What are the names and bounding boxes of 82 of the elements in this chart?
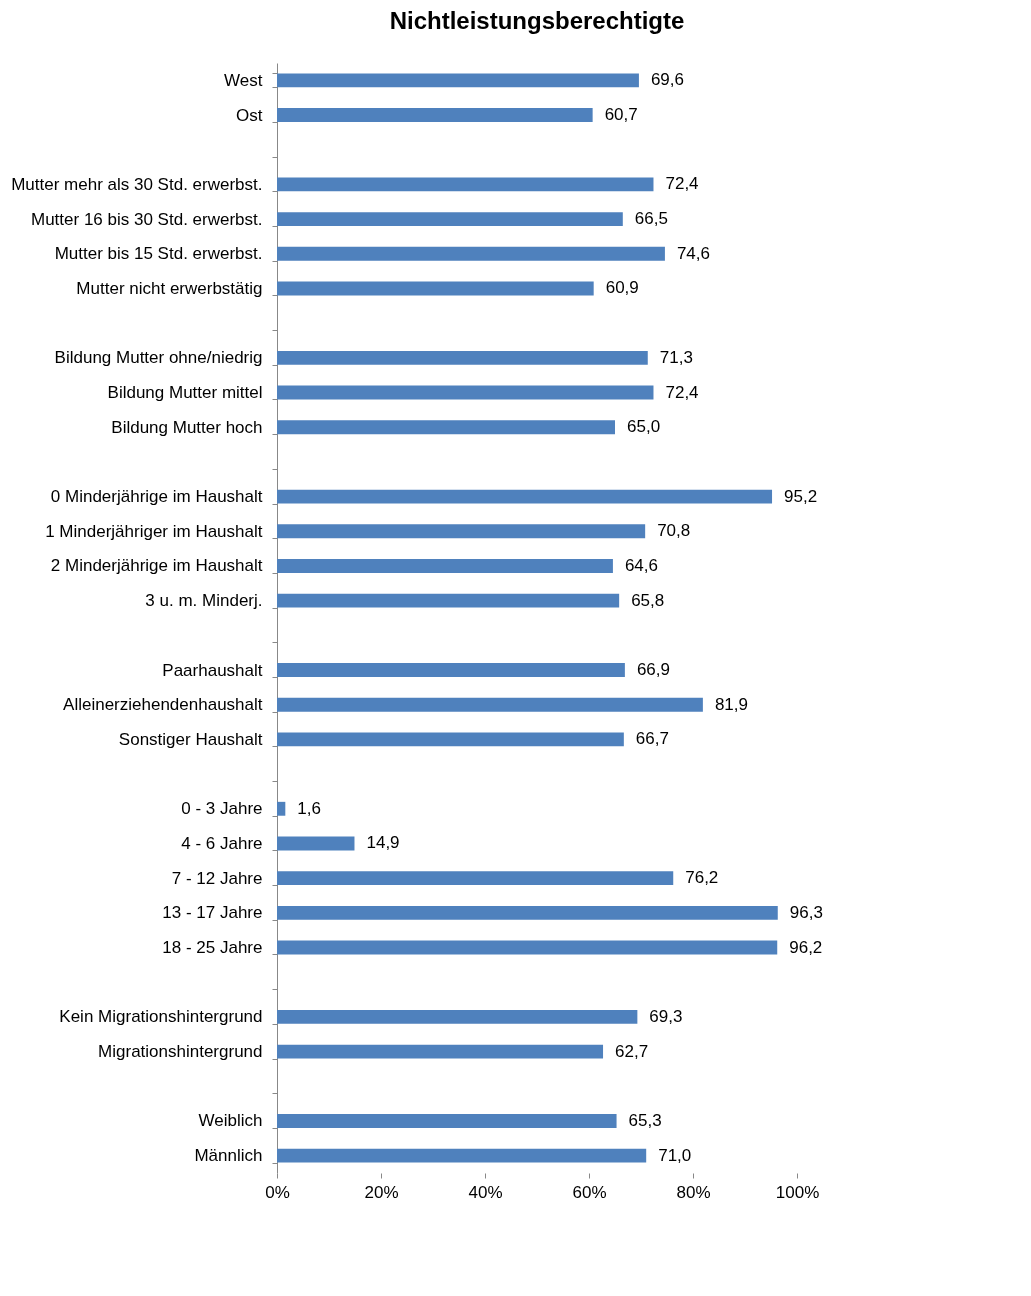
data-label: 70,8 — [657, 521, 691, 541]
x-tick-label: 0% — [265, 1182, 290, 1202]
x-tick-label: 40% — [468, 1182, 503, 1202]
data-label: 66,5 — [634, 209, 668, 229]
data-label: 76,2 — [685, 868, 719, 888]
bar — [277, 559, 613, 573]
bar — [277, 108, 593, 122]
x-tick-label: 80% — [676, 1182, 711, 1202]
bar — [277, 1009, 638, 1024]
x-tick-label: 60% — [572, 1182, 607, 1202]
y-tick-label: 18 - 25 Jahre — [162, 938, 263, 958]
bar — [277, 1148, 647, 1163]
data-label: 66,9 — [636, 660, 670, 680]
y-tick-label: 3 u. m. Minderj. — [145, 591, 263, 611]
data-label: 1,6 — [297, 798, 321, 818]
data-label: 72,4 — [665, 382, 699, 402]
data-label: 81,9 — [714, 694, 748, 714]
bar — [277, 212, 623, 227]
bar — [277, 177, 654, 192]
chart-title: Nichtleistungsberechtigte — [389, 7, 685, 34]
bar — [277, 73, 639, 88]
bar — [277, 836, 355, 851]
y-tick-label: Bildung Mutter hoch — [111, 417, 263, 437]
bar — [277, 871, 674, 886]
bar — [277, 801, 286, 816]
y-tick-label: West — [224, 70, 263, 90]
bar — [277, 350, 648, 365]
data-label: 64,6 — [624, 555, 659, 575]
x-tick-label: 20% — [364, 1182, 399, 1202]
data-label: 60,9 — [605, 278, 639, 298]
y-tick-label: 4 - 6 Jahre — [181, 833, 263, 853]
y-tick-label: Ost — [236, 105, 263, 125]
bar — [277, 246, 665, 261]
data-label: 69,3 — [649, 1006, 683, 1026]
bar — [277, 697, 703, 712]
data-label: 69,6 — [650, 70, 685, 90]
bar — [277, 940, 778, 955]
data-label: 71,0 — [658, 1145, 692, 1165]
data-label: 65,3 — [628, 1110, 662, 1130]
data-label: 14,9 — [366, 833, 400, 853]
bar — [277, 420, 615, 435]
y-tick-label: Weiblich — [198, 1111, 263, 1131]
y-tick-label: Kein Migrationshintergrund — [59, 1007, 263, 1027]
data-label: 96,3 — [789, 902, 823, 922]
bar — [277, 593, 620, 608]
bar — [277, 489, 773, 504]
y-tick-label: Alleinerziehendenhaushalt — [63, 695, 263, 715]
y-tick-label: Paarhaushalt — [162, 660, 263, 680]
bar — [277, 281, 594, 296]
bar — [277, 524, 646, 539]
y-tick-label: Mutter bis 15 Std. erwerbst. — [54, 244, 263, 264]
bar — [277, 732, 624, 747]
data-label: 71,3 — [659, 347, 693, 367]
x-tick-label: 100% — [775, 1182, 820, 1202]
y-tick-label: 1 Minderjähriger im Haushalt — [45, 521, 263, 541]
data-label: 62,7 — [615, 1041, 649, 1061]
data-label: 66,7 — [635, 729, 669, 749]
bar — [277, 1114, 617, 1128]
y-tick-label: 0 - 3 Jahre — [181, 799, 263, 819]
data-label: 72,4 — [665, 174, 699, 194]
bar — [277, 663, 625, 677]
y-tick-label: Mutter mehr als 30 Std. erwerbst. — [11, 174, 263, 194]
data-label: 60,7 — [604, 105, 638, 125]
data-label: 95,2 — [784, 486, 818, 506]
y-tick-label: 2 Minderjährige im Haushalt — [50, 556, 263, 576]
data-label: 74,6 — [676, 243, 711, 263]
bar — [277, 905, 778, 920]
y-tick-label: Sonstiger Haushalt — [118, 729, 263, 749]
y-tick-label: 7 - 12 Jahre — [171, 868, 263, 888]
data-label: 65,8 — [631, 590, 665, 610]
y-tick-label: 13 - 17 Jahre — [162, 903, 263, 923]
data-label: 96,2 — [789, 937, 823, 957]
y-tick-label: Bildung Mutter ohne/niedrig — [54, 348, 263, 368]
y-tick-label: Männlich — [194, 1146, 263, 1166]
bar — [277, 1044, 604, 1059]
y-tick-label: 0 Minderjährige im Haushalt — [50, 487, 263, 507]
y-tick-label: Bildung Mutter mittel — [107, 383, 263, 403]
data-label: 65,0 — [627, 417, 661, 437]
y-tick-label: Mutter 16 bis 30 Std. erwerbst. — [31, 209, 263, 229]
y-tick-label: Migrationshintergrund — [98, 1042, 263, 1062]
y-tick-label: Mutter nicht erwerbstätig — [76, 278, 263, 298]
bar — [277, 385, 654, 400]
